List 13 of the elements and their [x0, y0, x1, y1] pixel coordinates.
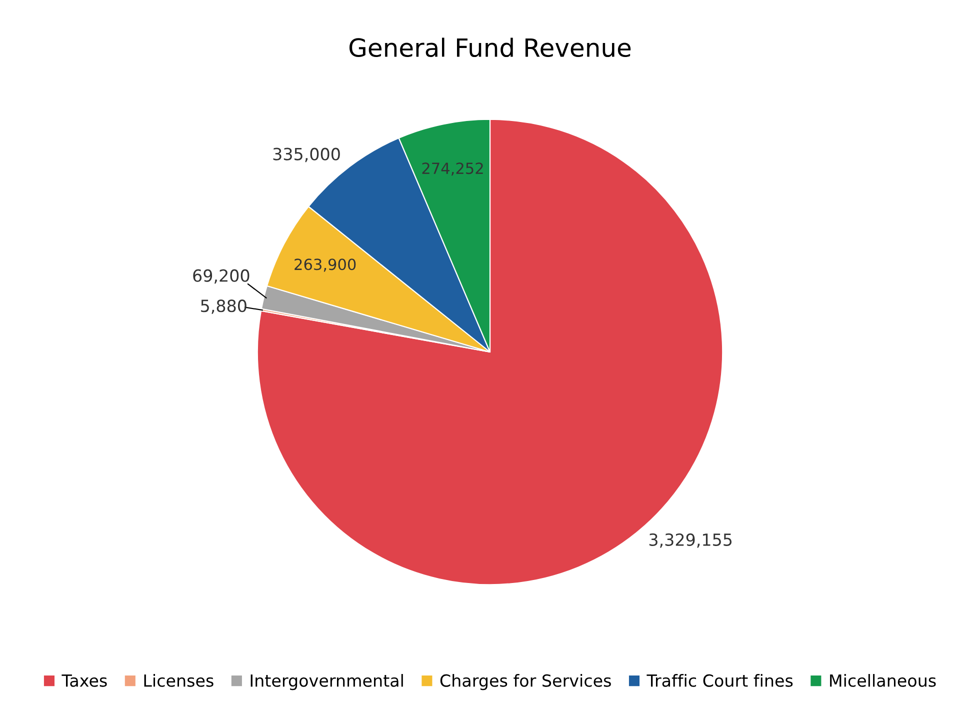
data-label: 69,200 [193, 269, 250, 284]
legend-label: Licenses [144, 674, 214, 687]
data-label: 274,252 [422, 162, 483, 176]
data-label: 335,000 [273, 148, 340, 162]
legend-label: Traffic Court fines [646, 674, 793, 687]
data-label: 3,329,155 [649, 533, 732, 548]
data-label: 263,900 [294, 258, 356, 272]
legend-label: Charges for Services [440, 674, 611, 690]
data-label: 5,880 [201, 300, 246, 314]
legend-label: Micellaneous [830, 674, 936, 687]
legend-label: Intergovernmental [250, 674, 403, 690]
chart-title: General Fund Revenue [349, 38, 631, 58]
legend-label: Taxes [62, 674, 107, 687]
